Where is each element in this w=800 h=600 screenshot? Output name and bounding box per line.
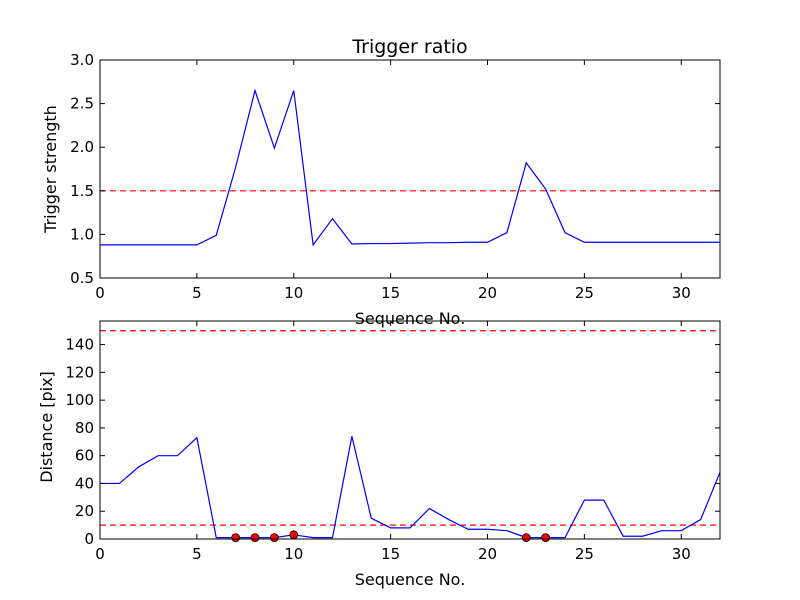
x-tick-label: 25 xyxy=(575,545,594,563)
y-tick-label: 1.5 xyxy=(70,182,94,200)
x-tick-label: 0 xyxy=(95,545,105,563)
x-tick-label: 0 xyxy=(95,284,105,302)
y-tick-label: 0.5 xyxy=(70,269,94,287)
y-tick-label: 3.0 xyxy=(70,51,94,69)
data-point-marker xyxy=(521,533,531,543)
y-tick-label: 60 xyxy=(75,447,94,465)
y-tick-label: 0 xyxy=(84,530,94,548)
x-tick-label: 5 xyxy=(192,284,202,302)
x-tick-label: 30 xyxy=(672,284,691,302)
y-axis-label: Distance [pix] xyxy=(37,371,56,483)
x-tick-label: 15 xyxy=(381,284,400,302)
x-tick-label: 10 xyxy=(284,545,303,563)
y-tick-label: 2.0 xyxy=(70,138,94,156)
trigger-ratio-chart: Trigger ratio Sequence No. Trigger stren… xyxy=(41,36,721,328)
series-line xyxy=(100,88,720,247)
y-axis-label: Trigger strength xyxy=(41,105,60,234)
axes-frame xyxy=(99,59,721,279)
y-tick-label: 40 xyxy=(75,474,94,492)
y-tick-label: 120 xyxy=(65,363,94,381)
y-tick-label: 80 xyxy=(75,419,94,437)
x-tick-label: 20 xyxy=(478,284,497,302)
x-tick-label: 5 xyxy=(192,545,202,563)
x-tick-label: 20 xyxy=(478,545,497,563)
x-axis-label: Sequence No. xyxy=(355,309,466,328)
plot-area xyxy=(100,330,720,539)
axes-frame xyxy=(99,320,721,540)
data-point-marker xyxy=(269,533,279,543)
y-tick-label: 2.5 xyxy=(70,95,94,113)
x-tick-label: 30 xyxy=(672,545,691,563)
y-tick-label: 100 xyxy=(65,391,94,409)
data-point-marker xyxy=(231,533,241,543)
x-tick-label: 15 xyxy=(381,545,400,563)
y-tick-label: 1.0 xyxy=(70,225,94,243)
series-line xyxy=(100,436,720,539)
x-axis-label: Sequence No. xyxy=(355,570,466,589)
plot-area xyxy=(100,88,720,247)
data-point-marker xyxy=(541,533,551,543)
distance-chart: Sequence No. Distance [pix] 0 5 10 15 20 25 30… xyxy=(37,320,721,589)
x-tick-label: 10 xyxy=(284,284,303,302)
x-tick-label: 25 xyxy=(575,284,594,302)
y-tick-label: 20 xyxy=(75,502,94,520)
y-tick-label: 140 xyxy=(65,336,94,354)
data-point-marker xyxy=(250,533,260,543)
chart-title: Trigger ratio xyxy=(351,36,467,58)
